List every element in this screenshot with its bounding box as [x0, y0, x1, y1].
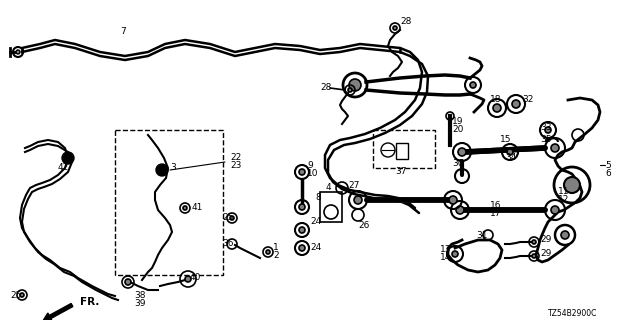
Circle shape — [545, 127, 551, 133]
Text: 15: 15 — [500, 135, 511, 145]
Circle shape — [348, 88, 352, 92]
Text: 41: 41 — [192, 203, 204, 212]
Circle shape — [470, 82, 476, 88]
Text: 16: 16 — [490, 201, 502, 210]
Text: 10: 10 — [307, 169, 319, 178]
Bar — [320, 192, 342, 222]
Text: 33: 33 — [540, 123, 552, 132]
Text: 5: 5 — [605, 161, 611, 170]
Bar — [115, 130, 223, 275]
Text: 32: 32 — [522, 94, 533, 103]
Circle shape — [230, 216, 234, 220]
Circle shape — [349, 79, 361, 91]
Text: 31: 31 — [476, 230, 488, 239]
Circle shape — [16, 50, 20, 54]
Circle shape — [299, 204, 305, 210]
Bar — [396, 143, 408, 159]
Text: 42: 42 — [58, 164, 69, 172]
Text: 8: 8 — [315, 194, 321, 203]
Circle shape — [393, 26, 397, 30]
Text: 37: 37 — [395, 167, 406, 177]
Circle shape — [532, 254, 536, 258]
Text: 36: 36 — [222, 239, 234, 249]
Text: 25: 25 — [222, 213, 234, 222]
Circle shape — [532, 240, 536, 244]
Text: 3: 3 — [170, 164, 176, 172]
Circle shape — [561, 231, 569, 239]
Text: 6: 6 — [605, 169, 611, 178]
Circle shape — [299, 169, 305, 175]
Circle shape — [266, 250, 270, 254]
Circle shape — [507, 149, 513, 155]
Text: TZ54B2900C: TZ54B2900C — [548, 309, 597, 318]
Text: 39: 39 — [134, 299, 145, 308]
Bar — [373, 130, 435, 168]
Text: 38: 38 — [134, 291, 145, 300]
Text: 11: 11 — [558, 188, 570, 196]
Circle shape — [452, 251, 458, 257]
Circle shape — [185, 276, 191, 282]
Text: 40: 40 — [190, 274, 202, 283]
FancyArrow shape — [43, 303, 73, 320]
Circle shape — [125, 279, 131, 285]
Text: 14: 14 — [440, 253, 451, 262]
Text: 25: 25 — [10, 291, 21, 300]
Text: 13: 13 — [440, 245, 451, 254]
Text: 2: 2 — [273, 252, 278, 260]
Circle shape — [62, 152, 74, 164]
Text: 18: 18 — [490, 95, 502, 105]
Circle shape — [512, 100, 520, 108]
Circle shape — [20, 293, 24, 297]
Circle shape — [551, 206, 559, 214]
Text: 12: 12 — [558, 196, 570, 204]
Circle shape — [299, 227, 305, 233]
Circle shape — [564, 177, 580, 193]
Circle shape — [156, 164, 168, 176]
Text: 27: 27 — [348, 180, 360, 189]
Text: 34: 34 — [505, 154, 516, 163]
Text: 26: 26 — [358, 220, 369, 229]
Text: 29: 29 — [540, 236, 552, 244]
Circle shape — [456, 206, 464, 214]
Circle shape — [449, 196, 457, 204]
Text: 1: 1 — [273, 244, 279, 252]
Text: 23: 23 — [230, 162, 241, 171]
Text: 20: 20 — [452, 125, 463, 134]
Text: 28: 28 — [400, 18, 412, 27]
Text: 24: 24 — [310, 218, 321, 227]
Text: 7: 7 — [120, 28, 125, 36]
Text: 24: 24 — [310, 244, 321, 252]
Text: FR.: FR. — [80, 297, 99, 307]
Text: 17: 17 — [490, 209, 502, 218]
Circle shape — [299, 245, 305, 251]
Text: 19: 19 — [452, 117, 463, 126]
Text: 30: 30 — [452, 158, 463, 167]
Text: 4: 4 — [326, 183, 332, 193]
Text: 35: 35 — [540, 135, 552, 145]
Text: 22: 22 — [230, 154, 241, 163]
Circle shape — [458, 148, 466, 156]
Text: 28: 28 — [320, 84, 332, 92]
Circle shape — [183, 206, 187, 210]
Circle shape — [354, 196, 362, 204]
Text: 9: 9 — [307, 161, 313, 170]
Text: 29: 29 — [540, 250, 552, 259]
Circle shape — [551, 144, 559, 152]
Circle shape — [493, 104, 501, 112]
